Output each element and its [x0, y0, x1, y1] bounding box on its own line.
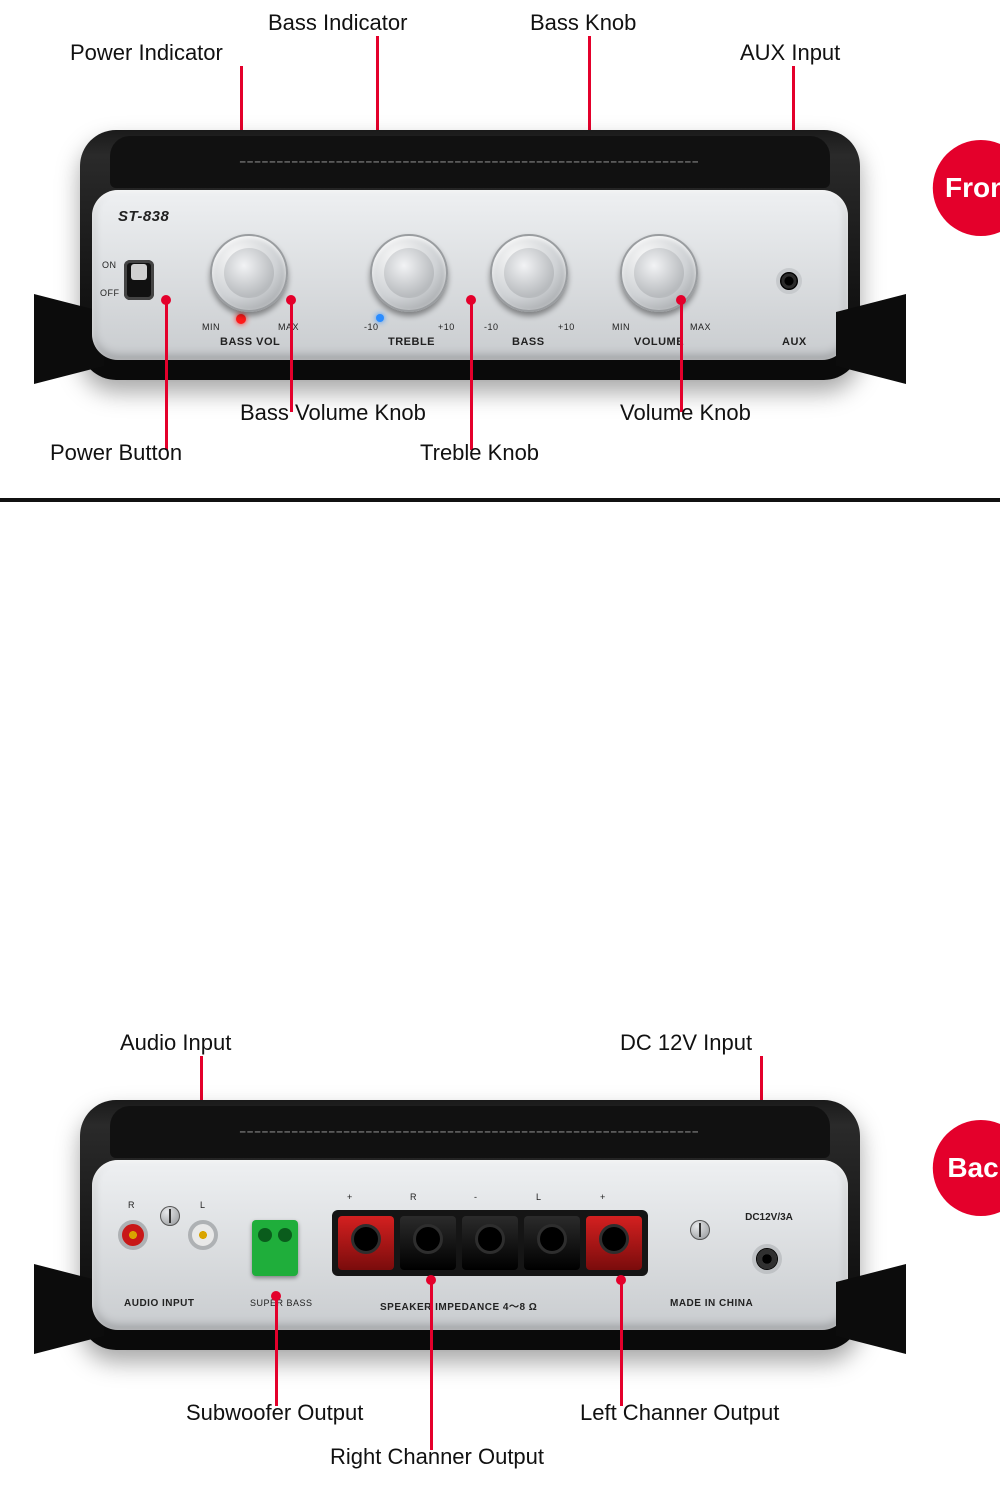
off-text: OFF	[100, 288, 120, 298]
fp: -	[474, 1192, 478, 1202]
label-audio-input: Audio Input	[120, 1030, 231, 1056]
fp: R	[128, 1200, 135, 1210]
spring-l-gap[interactable]	[524, 1216, 580, 1270]
volume-knob[interactable]	[620, 234, 698, 312]
subwoofer-terminal[interactable]	[252, 1220, 298, 1276]
chassis-top: ━━━━━━━━━━━━━━━━━━━━━━━━━━━━━━━━━━━━━━━━…	[110, 136, 830, 188]
aux-jack[interactable]	[776, 268, 802, 294]
label-treble-knob: Treble Knob	[420, 440, 539, 466]
leader	[275, 1296, 278, 1406]
label-sub-output: Subwoofer Output	[186, 1400, 363, 1426]
spring-l-plus[interactable]	[586, 1216, 642, 1270]
leader	[165, 300, 168, 450]
fp: VOLUME	[634, 336, 684, 348]
label-bass-vol-knob: Bass Volume Knob	[240, 400, 426, 426]
bass-led-icon	[376, 314, 384, 322]
label-left-out: Left Channer Output	[580, 1400, 779, 1426]
dc-jack[interactable]	[752, 1244, 782, 1274]
label-dc-input: DC 12V Input	[620, 1030, 752, 1056]
fp: DC12V/3A	[734, 1212, 804, 1223]
fp: TREBLE	[388, 336, 435, 348]
fp: +10	[438, 322, 455, 332]
back-badge: Back	[933, 1120, 1000, 1216]
leader-dot	[676, 295, 686, 305]
leader-dot	[271, 1291, 281, 1301]
spring-r-plus[interactable]	[338, 1216, 394, 1270]
spring-r-minus[interactable]	[400, 1216, 456, 1270]
leader	[470, 300, 473, 450]
leader	[620, 1280, 623, 1406]
fp: SUPER BASS	[250, 1298, 313, 1308]
fp: +	[600, 1192, 606, 1202]
treble-knob[interactable]	[370, 234, 448, 312]
fp: L	[200, 1200, 206, 1210]
power-led-icon	[236, 314, 246, 324]
back-section: Audio Input DC 12V Input Back ━━━━━━━━━━…	[0, 500, 1000, 1000]
back-faceplate: R L AUDIO INPUT SUPER BASS + R - L + SPE…	[92, 1160, 848, 1330]
fp: AUX	[782, 336, 807, 348]
leader	[680, 300, 683, 412]
on-text: ON	[102, 260, 117, 270]
label-volume-knob: Volume Knob	[620, 400, 751, 426]
leader-dot	[286, 295, 296, 305]
label-aux-input: AUX Input	[740, 40, 840, 66]
screw-icon	[690, 1220, 710, 1240]
bass-vol-knob[interactable]	[210, 234, 288, 312]
fp: -10	[484, 322, 499, 332]
speaker-terminals[interactable]	[332, 1210, 648, 1276]
back-chassis: ━━━━━━━━━━━━━━━━━━━━━━━━━━━━━━━━━━━━━━━━…	[80, 1100, 860, 1350]
fp: R	[410, 1192, 417, 1202]
front-badge: Front	[933, 140, 1000, 236]
leader-dot	[466, 295, 476, 305]
label-bass-knob: Bass Knob	[530, 10, 636, 36]
fp: MADE IN CHINA	[670, 1298, 753, 1309]
label-power-button: Power Button	[50, 440, 182, 466]
spring-l-minus[interactable]	[462, 1216, 518, 1270]
label-power-indicator: Power Indicator	[70, 40, 223, 66]
front-section: Power Indicator Bass Indicator Bass Knob…	[0, 0, 1000, 500]
leader	[290, 300, 293, 412]
label-bass-indicator: Bass Indicator	[268, 10, 407, 36]
label-right-out: Right Channer Output	[330, 1444, 544, 1470]
fp: +10	[558, 322, 575, 332]
leader-dot	[161, 295, 171, 305]
fp: AUDIO INPUT	[124, 1298, 195, 1309]
power-switch[interactable]	[124, 260, 154, 300]
leader-dot	[616, 1275, 626, 1285]
fp: MAX	[690, 322, 711, 332]
fp: MAX	[278, 322, 299, 332]
model-text: ST-838	[118, 208, 169, 225]
fp: -10	[364, 322, 379, 332]
fp: L	[536, 1192, 542, 1202]
fp: BASS	[512, 336, 545, 348]
fp: BASS VOL	[220, 336, 280, 348]
leader	[430, 1280, 433, 1450]
chassis-top: ━━━━━━━━━━━━━━━━━━━━━━━━━━━━━━━━━━━━━━━━…	[110, 1106, 830, 1158]
fp: SPEAKER IMPEDANCE 4～8 Ω	[380, 1298, 537, 1313]
fp: MIN	[612, 322, 630, 332]
fp: MIN	[202, 322, 220, 332]
screw-icon	[160, 1206, 180, 1226]
rca-right[interactable]	[118, 1220, 148, 1250]
leader-dot	[426, 1275, 436, 1285]
fp: +	[347, 1192, 353, 1202]
rca-left[interactable]	[188, 1220, 218, 1250]
bass-knob[interactable]	[490, 234, 568, 312]
